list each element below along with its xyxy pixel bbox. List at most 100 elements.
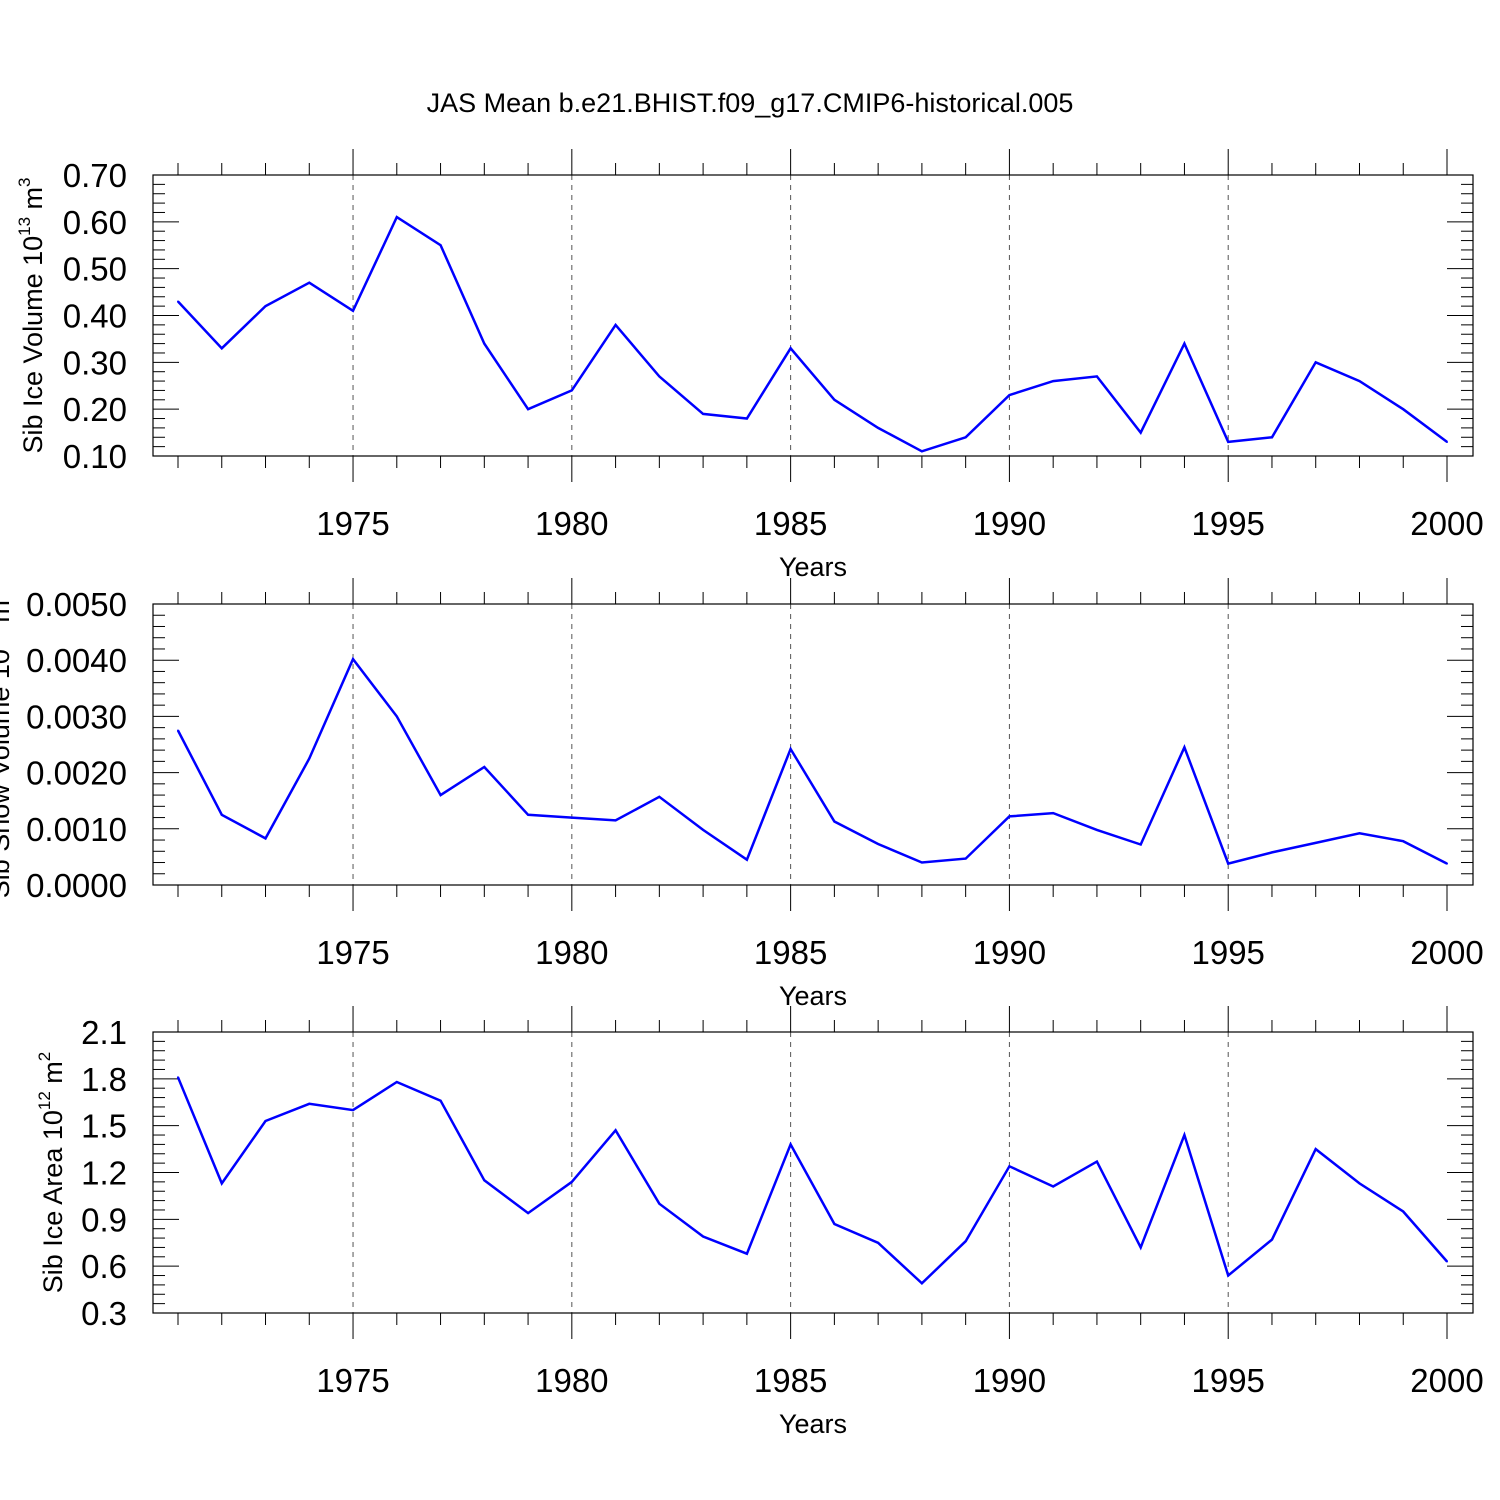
data-point (439, 794, 442, 797)
data-point (1270, 436, 1273, 439)
x-tick-label: 2000 (1410, 1362, 1483, 1399)
data-point (789, 347, 792, 350)
data-point (964, 436, 967, 439)
x-tick-label: 1975 (316, 934, 389, 971)
x-tick-label: 1995 (1191, 505, 1264, 542)
data-point (439, 1099, 442, 1102)
data-point (1446, 440, 1448, 443)
data-point (1314, 841, 1317, 844)
x-tick-label: 1990 (973, 1362, 1046, 1399)
data-point (658, 795, 661, 798)
data-point (220, 1182, 223, 1185)
data-point (1139, 431, 1142, 434)
panel-1: 0.10 0.20 0.30 0.40 0.50 0.60 0.70 1975 1980 1985… (15, 149, 1484, 582)
data-point (658, 375, 661, 378)
y-tick-label: 1.2 (81, 1155, 127, 1192)
data-point (1402, 1210, 1405, 1213)
data-point (177, 1076, 179, 1079)
data-point (395, 715, 398, 718)
data-point (1402, 840, 1405, 843)
x-tick-label: 1975 (316, 1362, 389, 1399)
data-point (177, 729, 179, 732)
y-tick-label: 0.3 (81, 1295, 127, 1332)
data-point (1358, 380, 1361, 383)
series-line (176, 656, 1448, 866)
y-tick-label: 0.60 (63, 204, 127, 241)
data-point (1402, 408, 1405, 411)
data-point (1227, 1274, 1230, 1277)
data-point (877, 842, 880, 845)
y-tick-label: 1.8 (81, 1061, 127, 1098)
data-point (352, 658, 355, 661)
data-point (702, 1235, 705, 1238)
x-tick-label: 1985 (754, 505, 827, 542)
x-tick-label: 2000 (1410, 505, 1483, 542)
data-point (1008, 815, 1011, 818)
data-point (1095, 375, 1098, 378)
data-point (395, 1080, 398, 1083)
x-tick-label: 1980 (535, 934, 608, 971)
data-point (1139, 1246, 1142, 1249)
data-point (877, 1241, 880, 1244)
data-point (1314, 1148, 1317, 1151)
data-point (1095, 828, 1098, 831)
y-tick-label: 0.30 (63, 344, 127, 381)
data-point (702, 828, 705, 831)
data-point (1052, 380, 1055, 383)
plot-frame (152, 1031, 1474, 1314)
y-axis-label: Sib Ice Volume 1013 m3 (15, 177, 48, 453)
data-point (614, 1129, 617, 1132)
y-tick-label: 0.0020 (26, 755, 127, 792)
x-tick-label: 1995 (1191, 934, 1264, 971)
data-point (1446, 862, 1448, 865)
chart-title: JAS Mean b.e21.BHIST.f09_g17.CMIP6-histo… (427, 88, 1074, 118)
data-point (1008, 1165, 1011, 1168)
data-point (220, 347, 223, 350)
y-tick-label: 0.50 (63, 251, 127, 288)
data-point (1270, 1238, 1273, 1241)
data-point (614, 323, 617, 326)
plot-frame (152, 174, 1474, 457)
data-point (527, 408, 530, 411)
data-point (264, 837, 267, 840)
data-point (1227, 440, 1230, 443)
panel-2: 0.0000 0.0010 0.0020 0.0030 0.0040 0.0050 1975… (0, 578, 1484, 1011)
y-tick-label: 0.40 (63, 298, 127, 335)
data-point (483, 342, 486, 345)
y-tick-label: 0.10 (63, 438, 127, 475)
y-tick-label: 0.0000 (26, 867, 127, 904)
x-axis-label: Years (779, 981, 847, 1011)
data-point (1008, 394, 1011, 397)
series-line (177, 215, 1448, 453)
data-point (702, 412, 705, 415)
data-point (1183, 1134, 1186, 1137)
y-tick-label: 0.0050 (26, 586, 127, 623)
data-point (352, 1109, 355, 1112)
y-tick-label: 0.0040 (26, 642, 127, 679)
y-tick-label: 0.0030 (26, 698, 127, 735)
data-point (570, 1180, 573, 1183)
data-point (1227, 862, 1230, 865)
y-tick-label: 0.6 (81, 1248, 127, 1285)
data-point (308, 1102, 311, 1105)
data-point (527, 813, 530, 816)
x-tick-label: 1985 (754, 1362, 827, 1399)
y-tick-label: 0.9 (81, 1201, 127, 1238)
data-point (745, 1252, 748, 1255)
data-point (177, 300, 179, 303)
data-point (527, 1212, 530, 1215)
data-point (1095, 1160, 1098, 1163)
plot-frame (152, 603, 1474, 886)
y-tick-label: 1.5 (81, 1108, 127, 1145)
data-point (833, 1223, 836, 1226)
data-point (964, 857, 967, 860)
data-point (789, 1143, 792, 1146)
data-point (1358, 1182, 1361, 1185)
x-tick-label: 1975 (316, 505, 389, 542)
x-tick-label: 1995 (1191, 1362, 1264, 1399)
x-axis-label: Years (779, 552, 847, 582)
data-point (308, 281, 311, 284)
data-point (920, 450, 923, 453)
data-point (395, 216, 398, 219)
